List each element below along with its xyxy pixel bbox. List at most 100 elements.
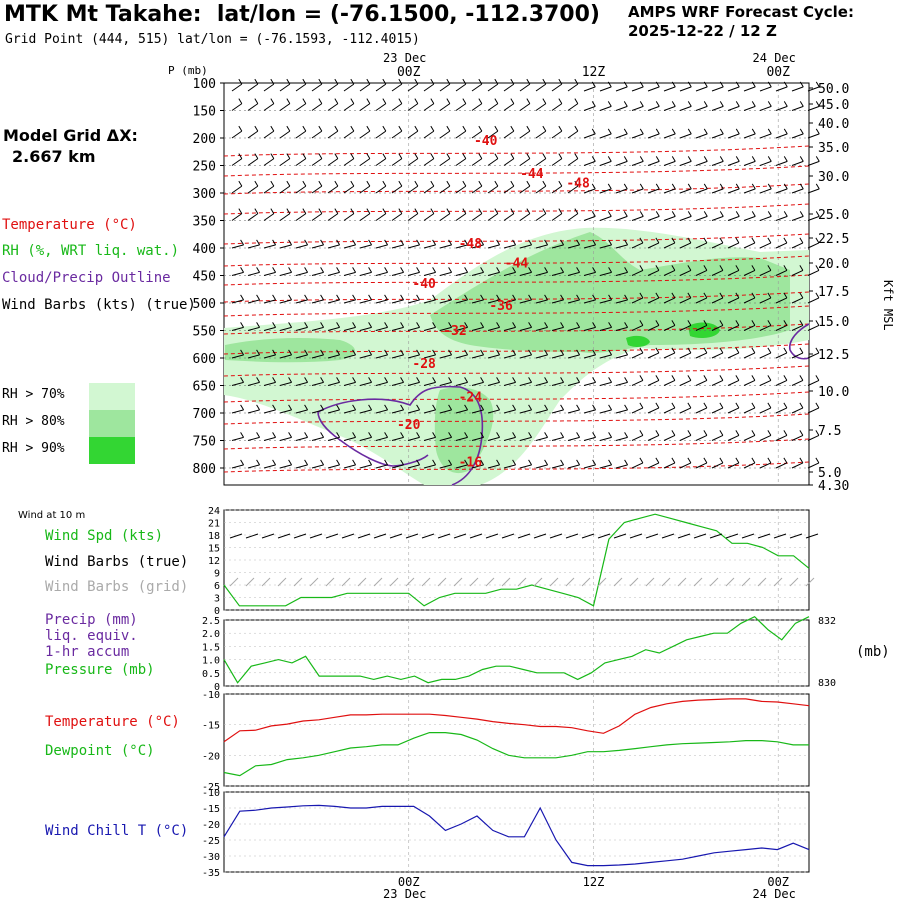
wind-barb [647, 462, 660, 469]
wind-barb-flag [815, 430, 820, 436]
wind-barb-flag [384, 459, 389, 466]
wind-barb [439, 436, 452, 441]
wind-barb-flag [384, 267, 389, 273]
wind-barb-flag [478, 208, 483, 214]
wind-barb-flag [783, 211, 788, 217]
wind-barb [487, 130, 499, 139]
wind-barb-flag [542, 208, 547, 214]
wind-barb-flag [286, 208, 291, 214]
wind-barb-flag [528, 294, 533, 301]
wind-barb [455, 158, 467, 166]
wind-barb-flag [240, 377, 245, 383]
wind-panel-y-tick-label: 3 [214, 594, 220, 605]
wind-barb-10m-grid [261, 577, 271, 587]
wind-barb-flag [368, 432, 373, 438]
wind-barb-flag [256, 239, 261, 246]
wind-barb [519, 130, 531, 139]
legend-rh: RH (%, WRT liq. wat.) [2, 243, 180, 259]
wind-barb [791, 215, 804, 221]
wind-barb [759, 160, 772, 166]
wind-barb-flag [368, 322, 373, 328]
wind-barb [295, 103, 307, 111]
wind-barb [455, 213, 467, 221]
wind-barb-flag [799, 320, 804, 326]
wind-barb-flag [272, 349, 277, 356]
wind-barb [615, 244, 628, 249]
wind-barb-flag [320, 432, 325, 438]
wind-barb-flag [526, 153, 531, 159]
wind-barb [647, 133, 660, 139]
wind-barb-flag [510, 208, 515, 214]
kft-tick-label: 4.30 [818, 479, 849, 494]
wind-barb-flag [703, 237, 708, 244]
wind-barb-flag [576, 404, 581, 411]
wind-barb-flag [639, 81, 644, 88]
wind-barb-flag [256, 349, 261, 356]
wind-barb [711, 105, 724, 111]
wind-barbs-true [231, 78, 820, 469]
wind-barb [631, 462, 644, 469]
wind-barb-flag [398, 153, 403, 159]
wind-barb [695, 324, 708, 331]
wind-barb-flag [751, 183, 756, 190]
wind-barb [231, 409, 244, 414]
wind-barb [551, 299, 564, 304]
wind-barb-flag [799, 402, 804, 409]
wind-barb-flag [414, 78, 419, 85]
wind-barb-flag [432, 267, 437, 273]
wind-barb-flag [639, 265, 644, 271]
wind-barb-flag [286, 180, 291, 187]
wind-barb [407, 354, 420, 359]
wind-barb-flag [783, 457, 788, 464]
wind-panel-y-tick-label: 9 [214, 569, 220, 580]
wind-barb [487, 213, 499, 221]
wind-barb-flag [815, 375, 820, 381]
wind-barb [615, 409, 628, 414]
wind-barb [375, 83, 387, 92]
wind-barb-flag [368, 459, 373, 466]
wind-barb-flag [735, 430, 740, 436]
wind-barb [567, 299, 580, 304]
wind-barb [727, 86, 740, 92]
wind-barb-flag [462, 78, 467, 85]
temperature-label: -24 [459, 391, 483, 406]
wind-barb-flag [671, 101, 676, 107]
wind-barb [487, 185, 499, 194]
wind-barb [327, 213, 339, 221]
wind-barb [455, 103, 467, 111]
wind-barb-10m-grid [677, 577, 687, 587]
wind-barb [631, 188, 644, 194]
wind-barb-flag [430, 153, 435, 159]
wind-barb [599, 299, 612, 304]
wind-barb-flag [382, 98, 387, 104]
wind-barb-flag [815, 457, 820, 464]
wind-barb-flag [382, 208, 387, 214]
wind-barb-flag [526, 208, 531, 214]
wind-barb-flag [254, 208, 259, 214]
wind-barb [711, 215, 724, 221]
wind-barb-flag [496, 432, 501, 438]
wind-barb-flag [302, 78, 307, 85]
wind-barb [775, 434, 788, 441]
wind-barb-flag [655, 265, 660, 271]
wind-barb-flag [751, 81, 756, 88]
wind-barb [359, 381, 372, 386]
wind-barb-flag [576, 432, 581, 438]
wind-barb [471, 354, 484, 359]
wind-barb-flag [334, 208, 339, 214]
wind-barb-flag [430, 180, 435, 187]
wind-barb [455, 409, 468, 414]
wind-barb-flag [416, 267, 421, 273]
wind-barb-flag [639, 402, 644, 409]
wind-barb-flag [542, 125, 547, 132]
pressure-axis-title: P (mb) [168, 64, 208, 77]
wind-barb [407, 271, 420, 276]
wind-barb-flag [528, 432, 533, 438]
wind-barb [519, 299, 532, 304]
wind-barb-flag [272, 267, 277, 273]
temperature-label: -44 [505, 256, 529, 271]
wind-barb-flag [478, 125, 483, 132]
wind-barb [615, 354, 628, 359]
